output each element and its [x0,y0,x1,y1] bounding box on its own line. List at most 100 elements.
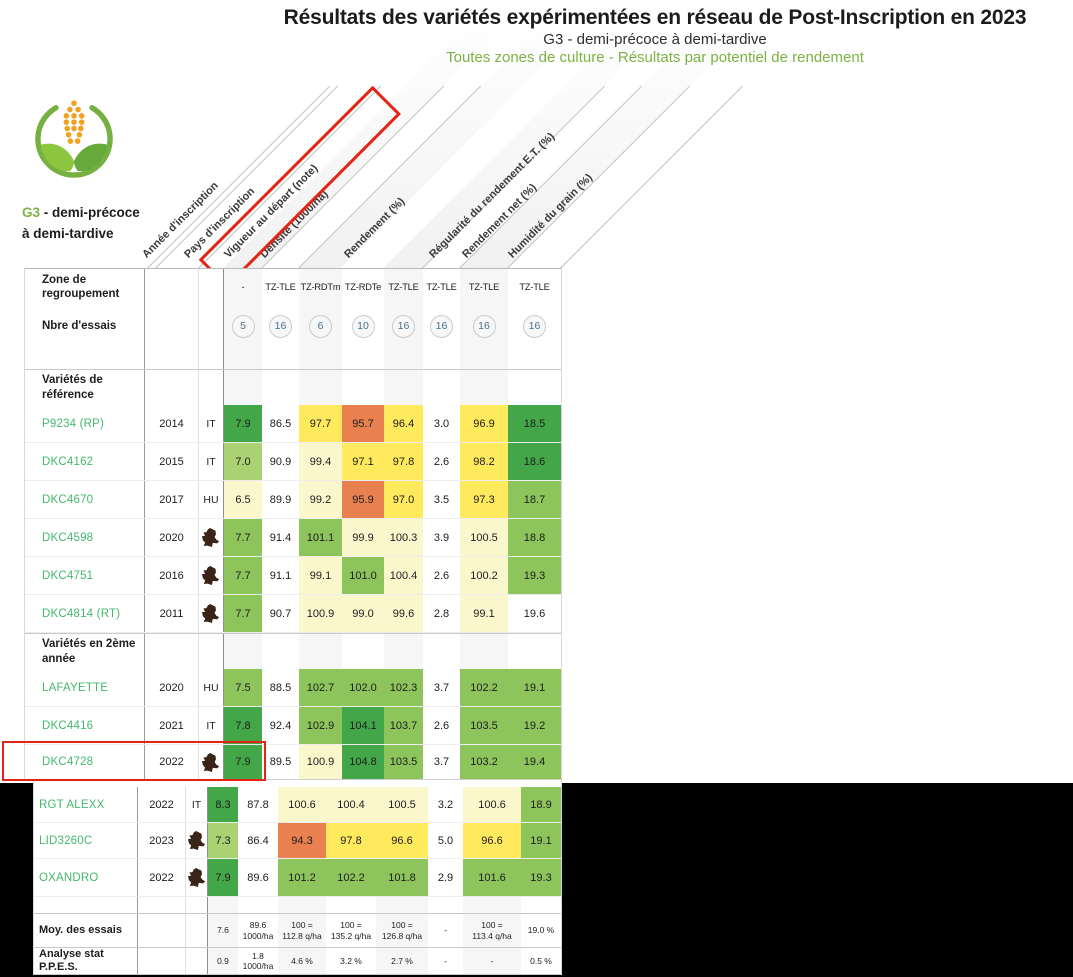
data-cell: 100.5 [460,519,508,556]
data-cell: 97.3 [460,481,508,518]
data-cell: 89.9 [269,493,292,506]
data-cell: 3.0 [433,417,450,430]
table-row: P9234 (RP) 2014 IT 7.9 86.5 97.7 95.7 96.4 3.0 96… [25,405,561,443]
data-cell: 99.0 [342,595,384,632]
variety-name: DKC4728 [25,745,145,779]
zone-row: Zone de regroupement - TZ-TLE TZ-RDTm TZ-RDT… [25,269,561,305]
data-cell: 92.4 [269,719,292,732]
country-cell [199,347,224,369]
france-map-icon [202,566,220,585]
data-cell: 98.2 [460,443,508,480]
data-cell [224,370,262,405]
data-cell: 86.5 [269,417,292,430]
g3-name-line1: - demi-précoce [43,205,140,220]
variety-name: OXANDRO [34,859,138,896]
year-cell: 2020 [145,519,199,556]
table-row: OXANDRO 2022 7.9 89.6 101.2 102.2 101.8 2.9 101.… [34,859,561,897]
france-map-icon [187,831,206,850]
year-cell: 2016 [145,557,199,594]
row-label-cell [34,897,138,913]
year-cell [138,948,186,974]
results-table: Zone de regroupement - TZ-TLE TZ-RDTm TZ-RDT… [24,268,562,781]
data-cell: 96.6 [376,823,428,858]
data-cell [326,897,376,913]
country-cell: IT [199,707,224,744]
footer-value-cell: 4.6 % [278,948,326,974]
footer-label: Analyse stat P.P.E.S. [34,948,138,974]
footer-value-cell: 2.7 % [376,948,428,974]
data-cell [460,347,508,369]
france-map-icon [202,528,220,547]
country-cell: HU [199,669,224,706]
data-cell [342,370,384,405]
data-cell: 103.7 [384,707,423,744]
data-cell [342,347,384,369]
zone-cell: TZ-TLE [519,282,550,292]
footer-value-cell: 19.0 % [527,925,555,936]
data-cell: 100.3 [384,519,423,556]
g3-code: G3 [22,205,41,220]
data-cell: 102.0 [342,669,384,706]
title-block: Résultats des variétés expérimentées en … [240,6,1070,66]
section-header-row: Variétés en 2ème année [25,633,561,669]
year-cell: 2017 [145,481,199,518]
data-cell: 7.0 [224,443,262,480]
data-cell: 97.0 [384,481,423,518]
france-map-icon [187,868,206,887]
data-cell [208,897,238,913]
data-cell: 97.8 [384,443,423,480]
table-row: LID3260C 2023 7.3 86.4 94.3 97.8 96.6 5.0 96.6 19… [34,823,561,859]
country-cell [199,595,224,632]
zone-cell: TZ-TLE [265,282,296,292]
data-cell: 7.9 [224,405,262,442]
data-cell: 19.3 [508,557,561,594]
spacer-row [25,347,561,369]
trial-count-badge: 16 [392,314,415,338]
trial-count-badge: 16 [269,314,292,338]
data-cell [299,634,342,669]
data-cell [384,634,423,669]
variety-name: DKC4751 [25,557,145,594]
data-cell: 99.9 [342,519,384,556]
zone-cell: TZ-RDTm [299,269,342,305]
data-cell [224,634,262,669]
data-cell: 19.1 [508,669,561,706]
data-cell [423,347,460,369]
footer-row: Analyse stat P.P.E.S. 0.9 1.8 1000/ha 4.6 %… [34,947,561,974]
trial-count-badge: 10 [351,314,375,338]
data-cell [384,347,423,369]
footer-value-cell: 100 = 126.8 q/ha [376,914,428,947]
data-cell: 97.7 [299,405,342,442]
year-cell [138,914,186,947]
zone-row-label: Zone de regroupement [25,269,145,305]
year-cell: 2014 [145,405,199,442]
data-cell [508,634,561,669]
trial-count-cell: 16 [423,305,460,347]
data-cell: 18.8 [508,519,561,556]
variety-name: DKC4162 [25,443,145,480]
variety-name: LID3260C [34,823,138,858]
data-cell: 100.9 [299,745,342,779]
data-cell: 88.5 [269,681,292,694]
trial-count-cell: 16 [508,305,561,347]
data-cell [521,897,561,913]
data-cell: 101.6 [463,859,521,896]
row-label-cell [25,347,145,369]
year-cell: 2023 [138,823,186,858]
year-cell: 2015 [145,443,199,480]
data-cell: 97.8 [326,823,376,858]
data-cell: 104.1 [342,707,384,744]
data-cell: 18.6 [508,443,561,480]
data-cell: 19.2 [508,707,561,744]
data-cell [299,347,342,369]
spacer-row [34,897,561,913]
data-cell [463,897,521,913]
zone-cell: - [224,269,262,305]
data-cell: 7.9 [208,859,238,896]
data-cell: 100.2 [460,557,508,594]
data-cell: 99.1 [299,557,342,594]
data-cell: 6.5 [224,481,262,518]
data-cell: 3.2 [437,798,454,811]
data-cell: 101.0 [342,557,384,594]
